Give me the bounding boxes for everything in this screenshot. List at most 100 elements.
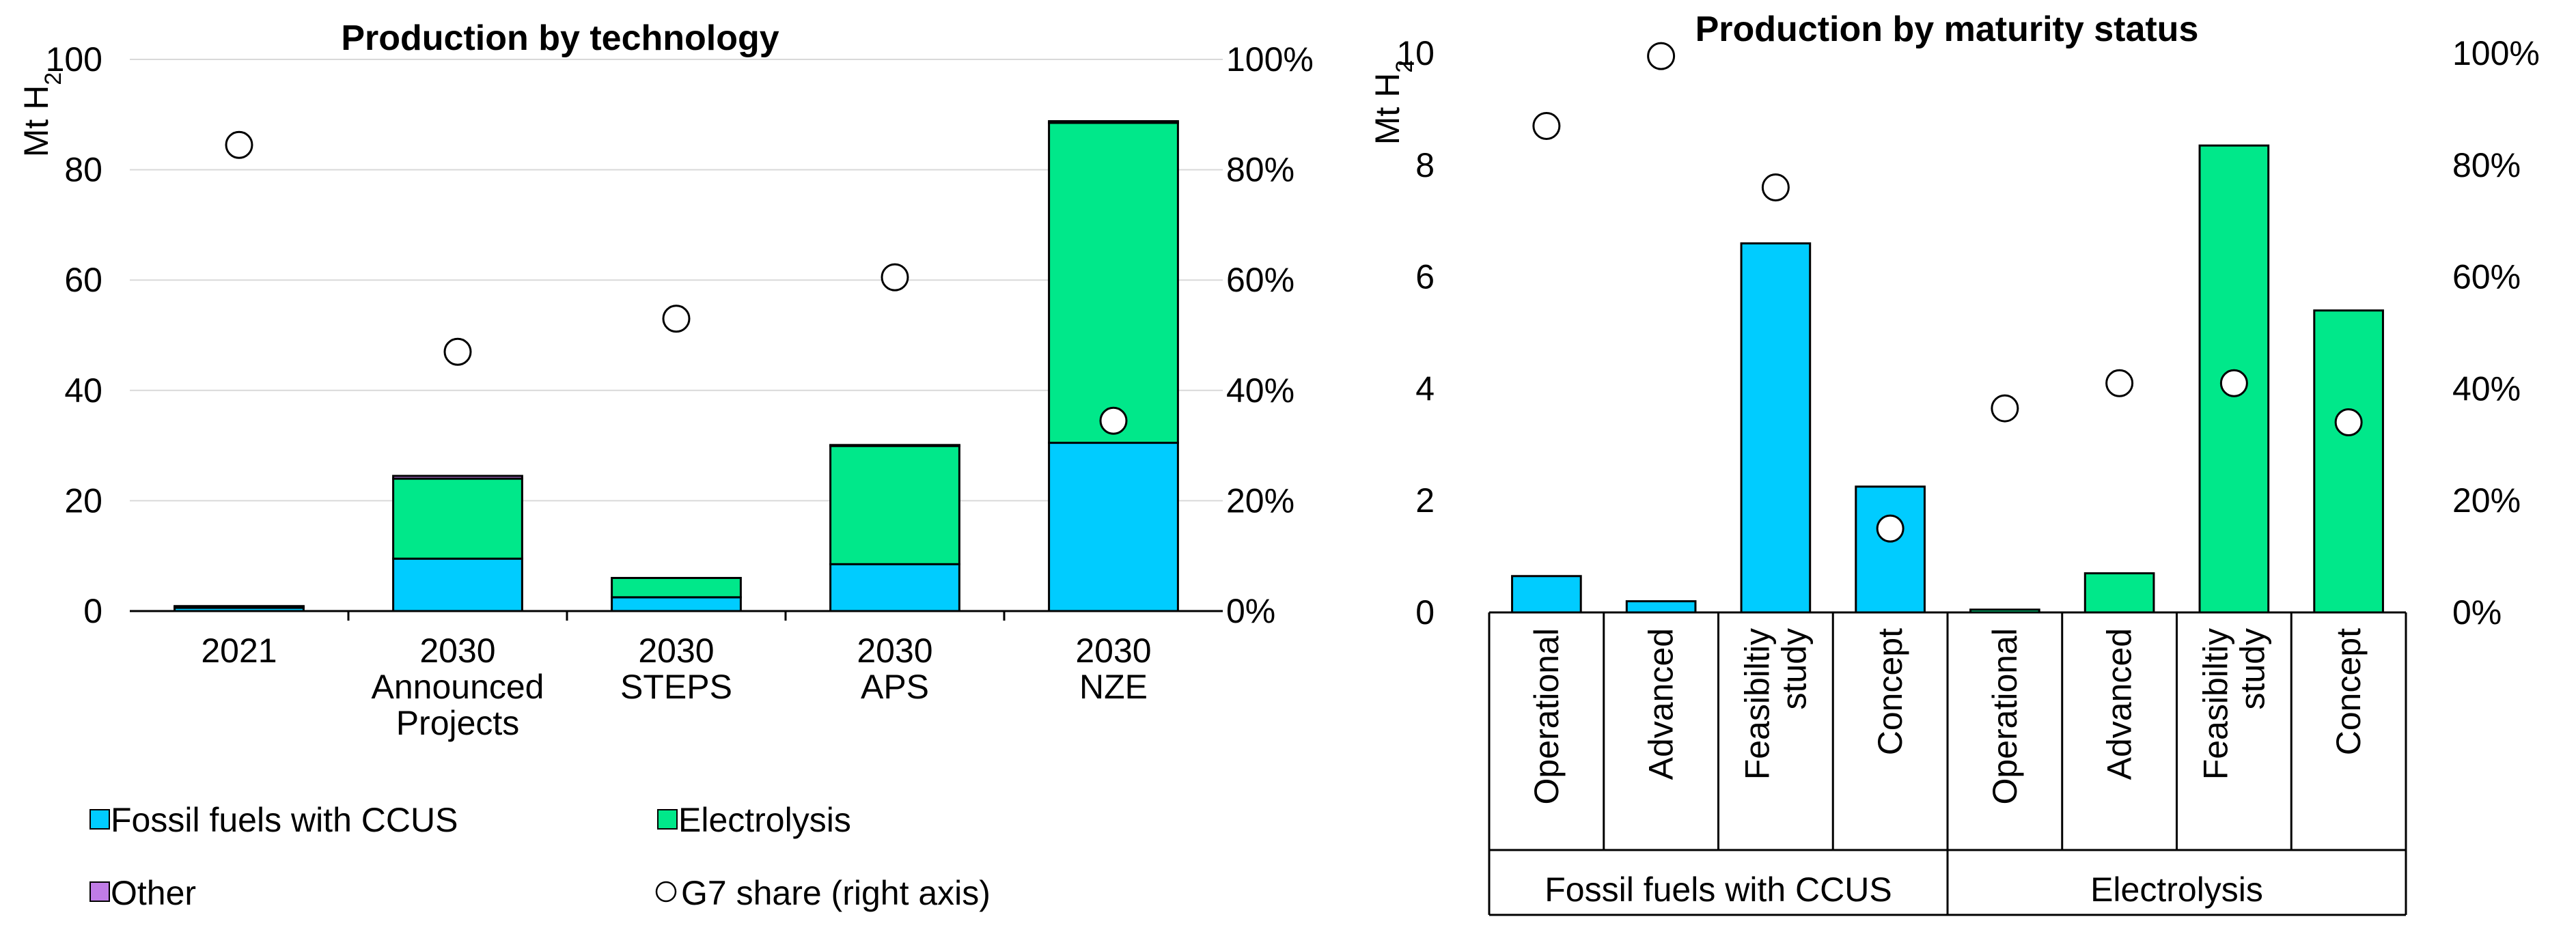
x-tick-label: Concept bbox=[1871, 628, 1909, 755]
share-marker bbox=[881, 263, 909, 292]
x-tick-label: 2030 bbox=[419, 632, 495, 670]
legend-swatch-other bbox=[89, 881, 110, 902]
x-tick-label: APS bbox=[861, 668, 929, 706]
bar-segment-electrolysis bbox=[829, 444, 960, 565]
y-tick-label: 10 bbox=[1396, 34, 1435, 72]
y2-tick-label: 100% bbox=[2452, 34, 2540, 72]
bar-fossil bbox=[1740, 242, 1812, 614]
bar-segment-fossil bbox=[392, 557, 523, 612]
y-tick-label: 100 bbox=[46, 40, 102, 79]
bar-segment-electrolysis bbox=[392, 477, 523, 560]
legend-swatch-fossil bbox=[89, 809, 110, 830]
legend-marker-g7-share bbox=[655, 881, 677, 903]
bar-segment-electrolysis bbox=[1048, 122, 1179, 444]
chart-title: Production by maturity status bbox=[1695, 10, 2199, 49]
y2-tick-label: 100% bbox=[1226, 40, 1314, 79]
x-tick-label: 2021 bbox=[201, 632, 277, 670]
bar-electrolysis bbox=[2313, 309, 2384, 614]
x-tick-label: STEPS bbox=[620, 668, 732, 706]
y-axis-label-subscript: 2 bbox=[1391, 60, 1417, 73]
x-group-label: Fossil fuels with CCUS bbox=[1545, 871, 1892, 909]
y2-tick-label: 0% bbox=[2452, 593, 2502, 632]
y-tick-label: 6 bbox=[1415, 258, 1435, 296]
y-axis-ticks: 0 20 40 60 80 100 bbox=[46, 40, 102, 630]
chart-production-by-maturity: Production by maturity status Mt H2 0 2 4 6… bbox=[1368, 10, 2540, 916]
y2-axis-ticks: 0% 20% 40% 60% 80% 100% bbox=[1226, 40, 1314, 630]
bars bbox=[1511, 144, 2384, 614]
chart-title: Production by technology bbox=[341, 18, 779, 58]
y-tick-label: 60 bbox=[64, 261, 102, 299]
y2-tick-label: 60% bbox=[2452, 258, 2521, 296]
y-axis-ticks: 0 2 4 6 8 10 bbox=[1396, 34, 1435, 632]
y-tick-label: 0 bbox=[83, 592, 102, 630]
x-tick-label: 2030 bbox=[1075, 632, 1151, 670]
x-tick-label: Advanced bbox=[1642, 628, 1680, 780]
x-tick-label: Concept bbox=[2329, 628, 2368, 755]
y-tick-label: 8 bbox=[1415, 146, 1435, 184]
bar-segment-other bbox=[392, 475, 523, 480]
bar-fossil bbox=[1511, 575, 1582, 614]
y-tick-label: 80 bbox=[64, 151, 102, 189]
x-tick-label: NZE bbox=[1079, 668, 1148, 706]
legend-item-electrolysis: Electrolysis bbox=[657, 801, 851, 839]
bar-segment-other bbox=[1048, 119, 1179, 124]
legend-label-electrolysis: Electrolysis bbox=[678, 801, 851, 839]
x-tick-label: study bbox=[2233, 628, 2271, 710]
y2-tick-label: 80% bbox=[2452, 146, 2521, 184]
share-marker bbox=[443, 337, 472, 366]
legend-label-g7-share: G7 share (right axis) bbox=[681, 874, 991, 912]
share-marker bbox=[1761, 173, 1790, 202]
bar-electrolysis bbox=[2083, 572, 2155, 614]
share-marker bbox=[2219, 369, 2248, 397]
share-markers bbox=[1532, 42, 2363, 543]
bar-segment-electrolysis bbox=[611, 577, 742, 599]
y2-tick-label: 60% bbox=[1226, 261, 1294, 299]
y-tick-label: 0 bbox=[1415, 593, 1435, 632]
y-tick-label: 4 bbox=[1415, 369, 1435, 408]
bar-segment-fossil bbox=[611, 596, 742, 612]
bar-fossil bbox=[1855, 485, 1926, 614]
share-marker bbox=[2105, 369, 2134, 397]
y-axis-label: Mt H2 bbox=[1368, 60, 1417, 145]
legend: Fossil fuels with CCUS Electrolysis Othe… bbox=[89, 801, 991, 912]
share-marker bbox=[1647, 42, 1676, 70]
share-marker bbox=[1991, 394, 2019, 423]
legend-swatch-electrolysis bbox=[657, 809, 678, 830]
x-tick-label: study bbox=[1775, 628, 1813, 710]
y2-tick-label: 40% bbox=[1226, 371, 1294, 410]
legend-item-fossil: Fossil fuels with CCUS bbox=[89, 801, 458, 839]
x-tick-label: Operational bbox=[1527, 628, 1566, 805]
share-markers bbox=[225, 130, 1128, 435]
y-axis-label-main: Mt H bbox=[1368, 73, 1407, 145]
y2-axis-ticks: 0% 20% 40% 60% 80% 100% bbox=[2452, 34, 2540, 632]
chart-production-by-technology: Production by technology Mt H2 0 20 40 60 80… bbox=[17, 18, 1314, 912]
x-tick-label: Advanced bbox=[2101, 628, 2139, 780]
y-axis-label-subscript: 2 bbox=[40, 72, 66, 85]
y-tick-label: 40 bbox=[64, 371, 102, 410]
x-tick-label: 2030 bbox=[638, 632, 714, 670]
bar-segment-fossil bbox=[1048, 442, 1179, 612]
x-axis-ticks: 2021 2030AnnouncedProjects2030STEPS2030AP… bbox=[201, 611, 1152, 742]
share-marker bbox=[2334, 408, 2363, 437]
x-group-label: Electrolysis bbox=[2090, 871, 2263, 909]
y2-tick-label: 80% bbox=[1226, 151, 1294, 189]
y-axis-label-main: Mt H bbox=[17, 85, 55, 158]
legend-item-g7-share: G7 share (right axis) bbox=[655, 874, 991, 912]
x-tick-label: Operational bbox=[1986, 628, 2024, 805]
x-tick-label: Feasibiltiy bbox=[2196, 628, 2234, 780]
bar-segment-other bbox=[174, 605, 305, 608]
share-marker bbox=[1532, 111, 1561, 140]
y-axis-label: Mt H2 bbox=[17, 72, 66, 157]
legend-item-other: Other bbox=[89, 874, 196, 912]
y2-tick-label: 0% bbox=[1226, 592, 1275, 630]
share-marker bbox=[662, 305, 691, 333]
y2-tick-label: 20% bbox=[1226, 481, 1294, 520]
bar-fossil bbox=[1625, 600, 1697, 614]
y2-tick-label: 20% bbox=[2452, 481, 2521, 520]
x-tick-label: Projects bbox=[396, 704, 520, 742]
share-marker bbox=[225, 130, 253, 159]
share-marker bbox=[1099, 406, 1128, 435]
y-tick-label: 20 bbox=[64, 481, 102, 520]
